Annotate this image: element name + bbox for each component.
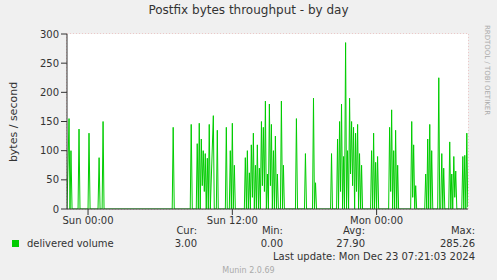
svg-text:Sun 12:00: Sun 12:00 [207, 215, 258, 226]
html-text:285.26: 285.26 [440, 238, 475, 249]
html-text:0.00: 0.00 [260, 238, 283, 249]
svg-text:0: 0 [53, 204, 59, 215]
html-text:delivered volume: delivered volume [27, 238, 114, 249]
html-text:Max:: Max: [451, 225, 475, 236]
html-text:3.00: 3.00 [174, 238, 197, 249]
html-text:Min:: Min: [261, 225, 283, 236]
html-text:Cur:: Cur: [176, 225, 197, 236]
html-text:Munin 2.0.69: Munin 2.0.69 [222, 266, 275, 275]
svg-text:Sun 00:00: Sun 00:00 [63, 215, 114, 226]
svg-text:300: 300 [40, 29, 59, 40]
html-text:RRDTOOL / TOBI OETIKER: RRDTOOL / TOBI OETIKER [483, 24, 491, 116]
html-text:bytes / second: bytes / second [6, 81, 20, 163]
html-text:Avg:: Avg: [343, 225, 365, 236]
html-text:27.90: 27.90 [336, 238, 365, 249]
svg-text:250: 250 [40, 58, 59, 69]
svg-text:200: 200 [40, 87, 59, 98]
svg-text:150: 150 [40, 116, 59, 127]
svg-text:100: 100 [40, 145, 59, 156]
svg-text:Mon 00:00: Mon 00:00 [350, 215, 403, 226]
html-text:Last update: Mon Dec 23 07:21:: Last update: Mon Dec 23 07:21:03 2024 [273, 251, 475, 262]
svg-text:50: 50 [46, 174, 59, 185]
html-text:Postfix bytes throughput - by: Postfix bytes throughput - by day [148, 3, 349, 17]
